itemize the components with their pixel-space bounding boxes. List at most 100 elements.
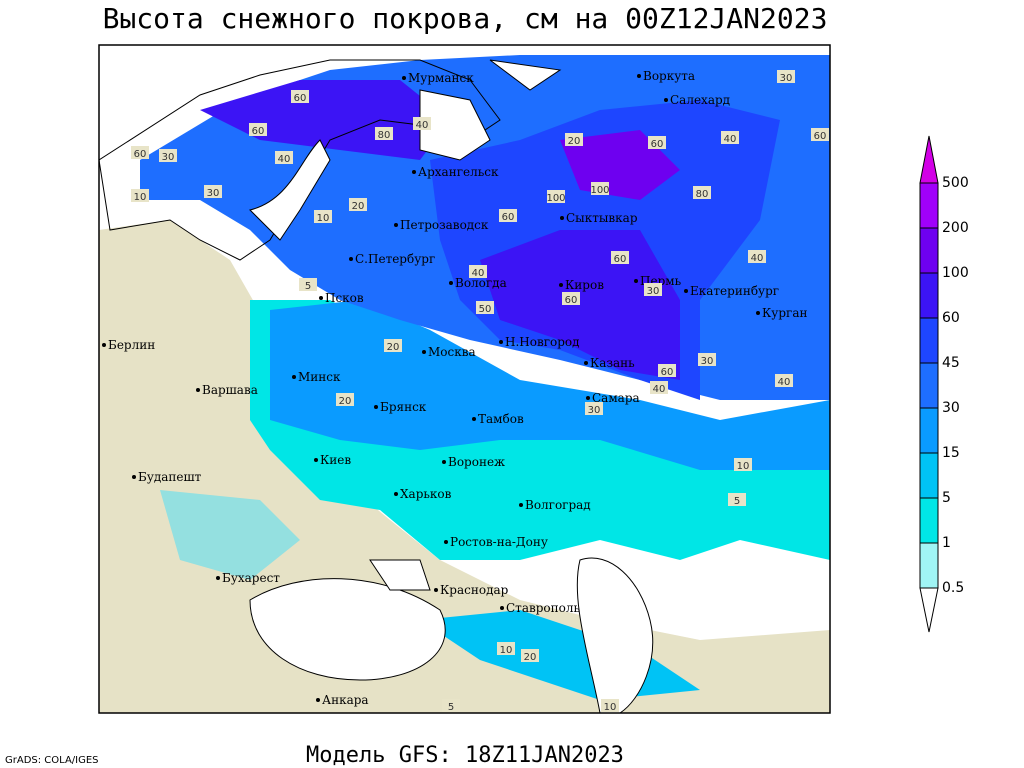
contour-label-bg [811, 128, 829, 141]
contour-label: 10 [500, 645, 513, 656]
contour-label-bg [413, 117, 431, 130]
contour-label: 50 [479, 304, 492, 315]
contour-label-bg [442, 699, 460, 712]
contour-label-bg [131, 189, 149, 202]
city-dot [394, 223, 398, 227]
city: Воркута [643, 69, 695, 83]
city: Мурманск [408, 71, 474, 85]
legend-label: 45 [942, 355, 960, 371]
city: Самара [592, 391, 640, 405]
city: Берлин [108, 338, 155, 352]
contour-label-bg [658, 364, 676, 377]
city: Салехард [670, 93, 730, 107]
contour-label-bg [249, 123, 267, 136]
city-dot [637, 74, 641, 78]
contour-label: 30 [162, 152, 175, 163]
city-dot [519, 503, 523, 507]
legend-box [919, 317, 939, 364]
city: Ростов-на-Дону [450, 535, 548, 549]
contour-label: 20 [387, 342, 400, 353]
contour-label-bg [648, 136, 666, 149]
contour-label-bg [547, 190, 565, 203]
city-dot [422, 350, 426, 354]
contour-label: 5 [734, 496, 740, 507]
city-dot [499, 340, 503, 344]
legend-box [919, 542, 939, 589]
contour-label-bg [650, 381, 668, 394]
contour-label: 60 [134, 149, 147, 160]
contour-label-bg [384, 339, 402, 352]
city-dot [102, 343, 106, 347]
model-label: Модель GFS: 18Z11JAN2023 [306, 743, 624, 768]
contour-label-bg [521, 649, 539, 662]
legend-high [919, 135, 939, 184]
city: Курган [762, 306, 807, 320]
contour-label-bg [693, 186, 711, 199]
city-dot [316, 698, 320, 702]
city: Будапешт [138, 470, 202, 484]
legend-box [919, 362, 939, 409]
city: Брянск [380, 400, 427, 414]
contour-label: 60 [502, 212, 515, 223]
legend-box [919, 407, 939, 454]
city: Минск [298, 370, 341, 384]
legend-box [919, 272, 939, 319]
contour-label: 40 [778, 377, 791, 388]
contour-label: 30 [701, 356, 714, 367]
contour-label: 60 [294, 93, 307, 104]
contour-label: 30 [780, 73, 793, 84]
contour-label-bg [565, 133, 583, 146]
contour-label: 5 [448, 702, 454, 713]
contour-label: 40 [653, 384, 666, 395]
contour-label-bg [698, 353, 716, 366]
contour-label-bg [131, 146, 149, 159]
contour-label: 60 [651, 139, 664, 150]
contour-label: 80 [696, 189, 709, 200]
city-dot [500, 606, 504, 610]
city-dot [684, 289, 688, 293]
contour-label-bg [777, 70, 795, 83]
contour-label-bg [775, 374, 793, 387]
contour-label-bg [721, 131, 739, 144]
legend-low [919, 587, 939, 633]
contour-label: 40 [472, 268, 485, 279]
city: Киев [320, 453, 351, 467]
contour-label: 40 [724, 134, 737, 145]
contour-label: 5 [305, 281, 311, 292]
legend-label: 15 [942, 445, 960, 461]
legend-label: 500 [942, 175, 969, 191]
city-dot [349, 257, 353, 261]
city-dot [586, 396, 590, 400]
city: Москва [428, 345, 476, 359]
contour-label: 10 [317, 213, 330, 224]
legend-box [919, 497, 939, 544]
contour-label: 60 [814, 131, 827, 142]
contour-label: 30 [588, 405, 601, 416]
city: Киров [565, 278, 604, 292]
city-dot [756, 311, 760, 315]
city-dot [442, 460, 446, 464]
contour-label: 40 [278, 154, 291, 165]
city-dot [394, 492, 398, 496]
city-dot [216, 576, 220, 580]
city: Н.Новгород [505, 335, 580, 349]
contour-label-bg [349, 198, 367, 211]
contour-label-bg [299, 278, 317, 291]
contour-label: 40 [416, 120, 429, 131]
contour-label: 100 [546, 193, 565, 204]
contour-label-bg [159, 149, 177, 162]
city: Варшава [202, 383, 258, 397]
contour-label-bg [728, 493, 746, 506]
legend-label: 200 [942, 220, 969, 236]
contour-label-bg [644, 283, 662, 296]
city-dot [196, 388, 200, 392]
city-dot [634, 279, 638, 283]
contour-label: 30 [647, 286, 660, 297]
contour-label: 20 [568, 136, 581, 147]
city: Тамбов [478, 412, 524, 426]
legend-label: 5 [942, 490, 951, 506]
city: Краснодар [440, 583, 509, 597]
city-dot [472, 417, 476, 421]
legend-label: 60 [942, 310, 960, 326]
